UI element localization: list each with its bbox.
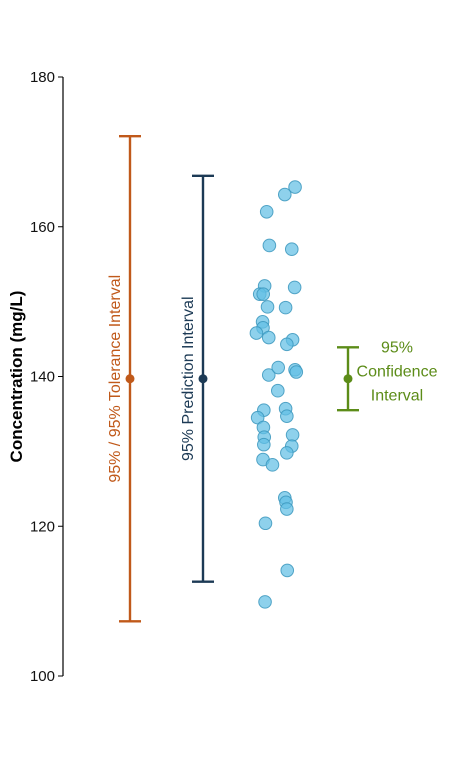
- interval-center-point: [343, 374, 353, 384]
- y-tick-label: 160: [30, 219, 55, 236]
- data-point: [261, 368, 276, 382]
- data-point: [277, 187, 292, 202]
- data-point: [289, 365, 304, 379]
- data-point: [270, 383, 285, 398]
- data-point: [249, 326, 264, 340]
- interval-center-point: [125, 374, 135, 384]
- y-tick-label: 100: [30, 668, 55, 685]
- interval-label-line: Interval: [371, 388, 423, 405]
- data-point: [262, 238, 277, 253]
- data-point: [288, 180, 302, 194]
- data-point: [256, 287, 271, 301]
- data-point: [271, 360, 286, 375]
- data-point: [257, 437, 271, 452]
- data-point: [265, 458, 280, 472]
- data-point: [280, 502, 294, 516]
- data-point: [258, 516, 273, 531]
- data-point: [280, 409, 294, 423]
- data-point: [287, 280, 302, 295]
- data-point: [284, 242, 299, 257]
- interval-label: 95% / 95% Tolerance Interval: [107, 275, 124, 483]
- data-point: [285, 428, 300, 442]
- data-point: [280, 337, 294, 352]
- y-tick-label: 140: [30, 369, 55, 386]
- interval-center-point: [198, 374, 208, 384]
- interval-label-line: Confidence: [357, 364, 438, 381]
- interval-label: 95% Prediction Interval: [180, 296, 197, 461]
- data-point: [258, 595, 272, 609]
- interval-label-line: 95%: [381, 340, 413, 357]
- data-point: [280, 446, 294, 460]
- data-point: [280, 563, 295, 578]
- data-point: [259, 204, 274, 219]
- y-tick-label: 120: [30, 518, 55, 535]
- data-point: [260, 300, 275, 314]
- data-point: [261, 330, 276, 345]
- data-point: [278, 300, 293, 315]
- y-axis-title: Concentration (mg/L): [7, 291, 26, 463]
- y-tick-label: 180: [30, 69, 55, 86]
